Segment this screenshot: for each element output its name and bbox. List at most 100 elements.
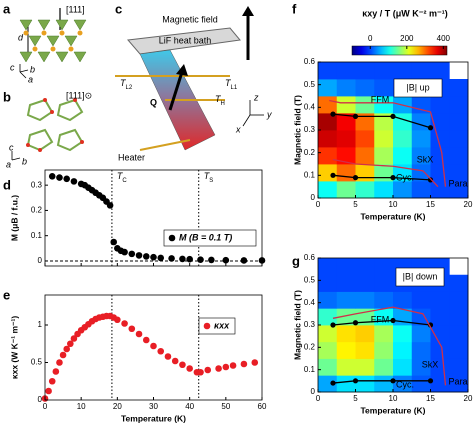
spacing-label: d [18,32,24,42]
heatmap-cell [393,147,413,165]
data-point [56,174,63,181]
heatmap-cell [411,341,431,359]
heatmap-cell [318,164,338,182]
heatmap-cell [449,113,469,131]
field-label: Magnetic field [162,14,218,24]
phase-point [352,175,359,181]
direction-label: [111]⊙ [66,90,92,100]
heatmap-cell [430,375,450,393]
y-tick-label: 0.5 [304,275,316,284]
phase-label: FFM [371,314,390,324]
y-tick-label: 0.3 [304,125,316,134]
thermometer-label-symbol: T [225,78,232,88]
heatmap-cell [393,341,413,359]
heatmap-cell [449,308,469,326]
transition-label: TC [117,171,128,183]
data-point [142,336,150,344]
x-tick-label: 15 [426,200,435,209]
heatmap-cell [355,96,375,114]
heatmap-cell [374,62,394,80]
phase-label: Cyc. [396,379,414,389]
y-tick-label: 0 [311,387,316,396]
x-tick-label: 30 [149,402,158,411]
phase-line [332,380,431,384]
y-tick-label: 0.6 [304,57,316,66]
heatmap-cell [336,79,356,97]
thermometer-label-symbol: T [120,78,127,88]
colorbar-title: κxy / T (μW K⁻² m⁻¹) [362,8,448,18]
y-tick-label: 0.4 [304,102,316,111]
y-tick-label: 0.1 [31,231,43,240]
transition-label: TS [204,171,214,183]
legend-marker [203,322,211,330]
heatmap-cell [374,96,394,114]
heatmap-cell [449,358,469,376]
data-point [197,256,204,263]
phase-point [330,172,336,178]
heatmap-cell [355,147,375,165]
data-point [229,362,237,369]
heatmap-cell [374,258,394,276]
data-point [48,377,56,385]
data-point [121,320,128,327]
heatmap-cell [411,375,431,393]
phase-point [390,175,396,181]
heatmap-cell [336,291,356,309]
y-axis-label: Magnetic field (T) [292,95,302,165]
y-tick-label: 0.1 [304,365,316,374]
axis-letter: c [9,142,14,152]
heatmap-cell [336,308,356,326]
panel-label: g [292,253,300,268]
heatmap-cell [336,274,356,292]
data-point [164,353,172,360]
heatmap-cell [374,291,394,309]
axis-letter: b [30,64,35,74]
heatmap-cell [336,375,356,393]
heatmap-cell [430,147,450,165]
x-tick-label: 5 [353,394,358,403]
title-box [395,267,445,287]
legend-box [163,229,257,247]
data-point [150,342,157,350]
heatmap-cell [336,181,356,199]
heatmap-cell [449,341,469,359]
heatmap-cell [355,274,375,292]
panel-label: e [3,287,10,302]
heatmap-cell [318,130,338,148]
x-tick-label: 0 [316,200,321,209]
transition-label-sub: S [209,178,213,184]
heatmap-cell [318,291,338,309]
data-point [56,359,63,366]
x-tick-label: 0 [43,402,48,411]
legend-label: M (B = 0.1 T) [179,232,232,242]
y-tick-label: 1 [38,320,43,329]
heatmap-cell [374,79,394,97]
x-tick-label: 10 [389,394,398,403]
x-tick-label: 40 [185,402,194,411]
x-tick-label: 10 [389,200,398,209]
transition-label-sub: C [122,178,127,184]
heatmap-cell [374,274,394,292]
heatmap-cell [449,325,469,343]
heatmap-cell [318,79,338,97]
phase-label: SkX [417,154,434,164]
data-point [114,316,121,324]
heatmap-cell [430,96,450,114]
data-point [186,255,193,263]
heatmap-cell [336,130,356,148]
thermometer-label: TL2 [120,78,133,90]
data-point [168,255,175,262]
panel-label: b [3,89,11,104]
heatmap-cell [318,147,338,165]
heatmap-cell [449,274,469,292]
heatmap-cell [355,164,375,182]
heatmap-cell [374,325,394,343]
y-axis-label: M (μB / f.u.) [9,195,19,241]
axis-letter: x [235,124,241,134]
y-tick-label: 0.5 [31,358,43,367]
data-point [222,363,230,371]
y-tick-label: 0.1 [304,170,316,179]
legend-marker [168,234,176,242]
heatmap-cell [411,147,431,165]
